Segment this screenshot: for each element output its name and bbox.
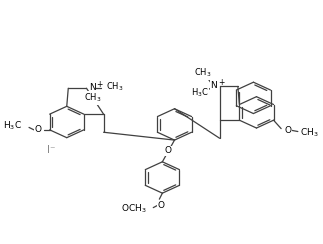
Text: O: O <box>165 146 172 155</box>
Text: O: O <box>34 125 41 134</box>
Text: +: + <box>218 78 224 87</box>
Text: CH$_3$: CH$_3$ <box>194 67 212 79</box>
Text: CH$_3$: CH$_3$ <box>300 126 318 139</box>
Text: I⁻: I⁻ <box>47 145 56 155</box>
Text: N: N <box>89 82 96 92</box>
Text: H$_3$C: H$_3$C <box>191 86 209 99</box>
Text: +: + <box>96 80 103 89</box>
Text: O: O <box>157 201 164 210</box>
Text: H$_3$C: H$_3$C <box>3 120 22 132</box>
Text: OCH$_3$: OCH$_3$ <box>121 202 147 215</box>
Text: CH$_3$: CH$_3$ <box>84 92 101 104</box>
Text: O: O <box>284 126 291 135</box>
Text: N: N <box>210 81 217 90</box>
Text: CH$_3$: CH$_3$ <box>106 81 124 93</box>
